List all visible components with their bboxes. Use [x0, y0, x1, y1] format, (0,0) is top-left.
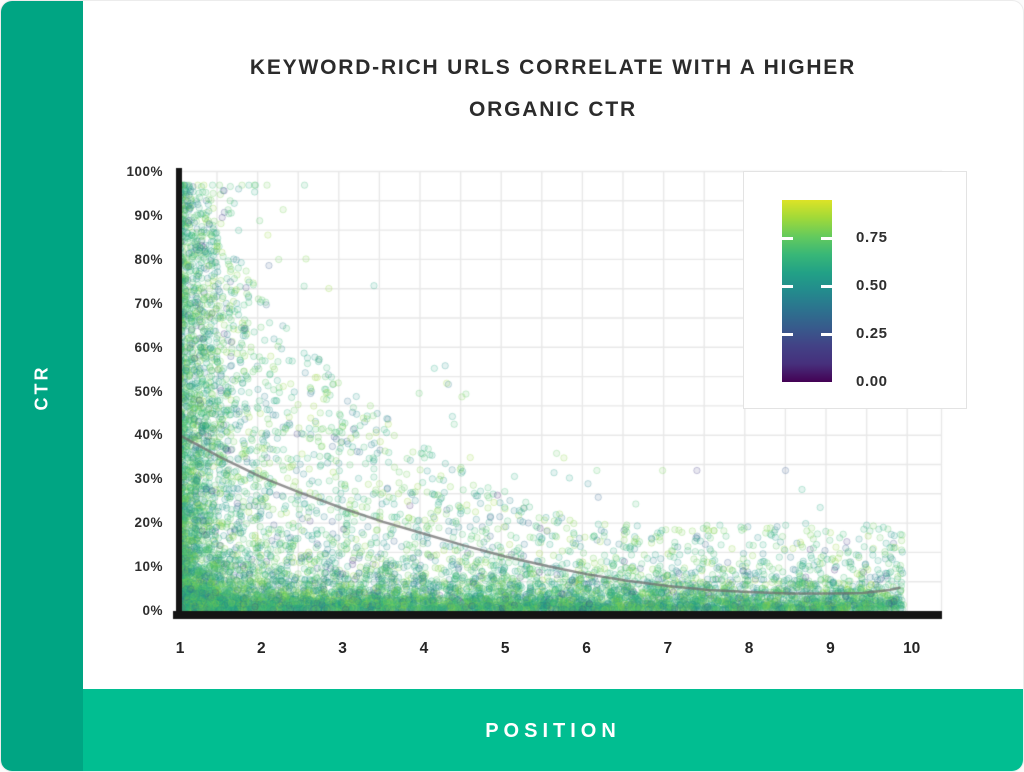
y-axis-title-bar: CTR [1, 1, 83, 771]
colorbar-tick-label: 0.25 [856, 325, 888, 343]
y-tick-label: 10% [134, 559, 163, 575]
y-tick-label: 40% [134, 427, 163, 443]
x-axis-title-bar: POSITION [83, 689, 1023, 771]
x-axis-tick-labels: 1 2 3 4 5 6 7 8 9 10 [1, 637, 1023, 665]
colorbar-legend: 0.75 0.50 0.25 0.00 [743, 171, 967, 409]
chart-title-line2: ORGANIC CTR [469, 98, 637, 121]
y-tick-label: 90% [134, 207, 163, 223]
y-tick-label: 80% [134, 251, 163, 267]
y-axis-title: CTR [31, 364, 52, 410]
x-tick-label: 7 [663, 640, 673, 657]
x-tick-label: 3 [338, 640, 347, 657]
x-tick-label: 4 [419, 640, 429, 657]
y-tick-label: 50% [134, 383, 163, 399]
colorbar-tick-mark [821, 236, 832, 240]
x-axis-title: POSITION [485, 719, 621, 742]
y-tick-label: 70% [134, 295, 163, 311]
chart-title-line1: KEYWORD-RICH URLS CORRELATE WITH A HIGHE… [249, 56, 857, 79]
y-tick-label: 100% [126, 164, 163, 179]
x-tick-label: 1 [175, 640, 185, 657]
x-tick-label: 9 [826, 640, 835, 657]
colorbar-tick-mark [782, 236, 793, 240]
x-tick-label: 10 [903, 640, 921, 657]
y-tick-label: 20% [134, 515, 163, 531]
y-tick-label: 60% [134, 339, 163, 355]
x-tick-label: 8 [744, 640, 754, 657]
y-tick-label: 30% [134, 471, 163, 487]
colorbar-tick-label: 0.00 [856, 373, 888, 390]
x-tick-label: 6 [582, 640, 591, 657]
y-tick-label: 0% [142, 603, 163, 618]
chart-title: KEYWORD-RICH URLS CORRELATE WITH A HIGHE… [83, 53, 1023, 125]
colorbar-tick-mark [821, 332, 832, 336]
colorbar-tick-label: 0.50 [856, 277, 888, 295]
x-tick-label: 2 [256, 640, 266, 657]
y-axis-tick-labels: 0% 10% 20% 30% 40% 50% 60% 70% 80% 90% 100% [1, 1, 163, 691]
colorbar-tick-mark [821, 284, 832, 288]
colorbar-gradient [782, 200, 832, 382]
colorbar-tick-label: 0.75 [856, 229, 888, 247]
x-tick-label: 5 [500, 640, 510, 657]
colorbar-tick-mark [782, 332, 793, 336]
colorbar-tick-mark [782, 284, 793, 288]
